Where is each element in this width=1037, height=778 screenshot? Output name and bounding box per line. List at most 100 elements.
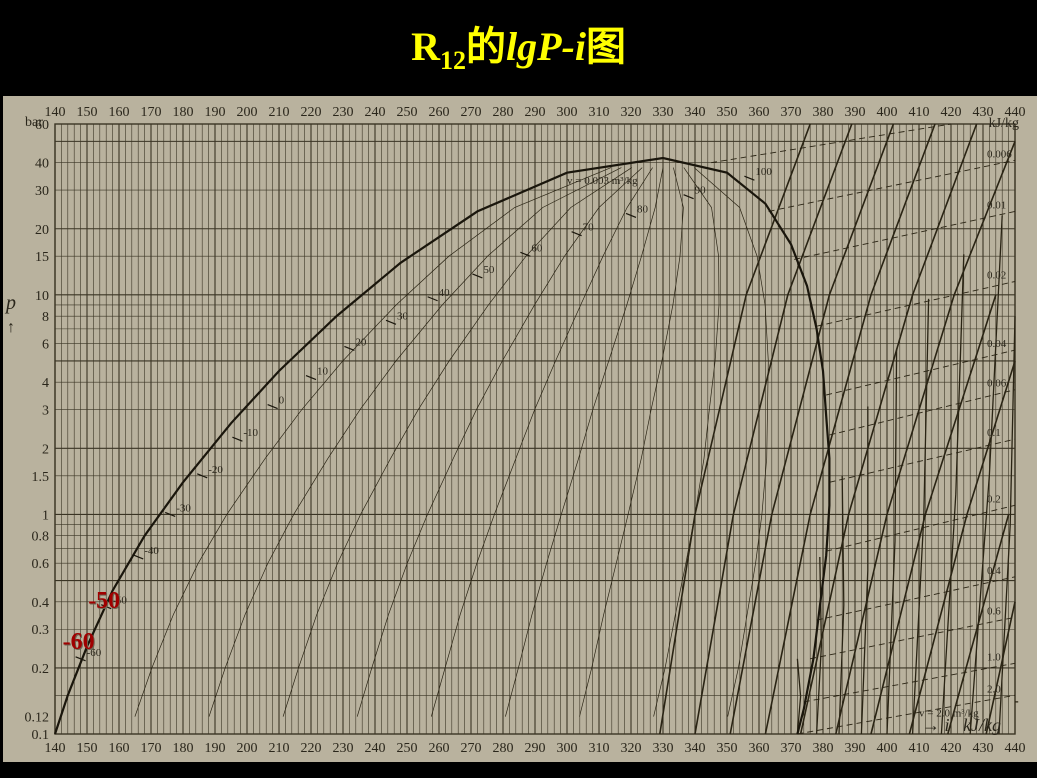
- svg-text:160: 160: [109, 741, 130, 756]
- svg-text:360: 360: [749, 105, 770, 120]
- svg-text:6: 6: [42, 338, 49, 353]
- svg-text:30: 30: [397, 310, 409, 322]
- svg-text:370: 370: [781, 105, 802, 120]
- svg-text:150: 150: [77, 741, 98, 756]
- svg-text:40: 40: [35, 157, 49, 172]
- svg-text:0.2: 0.2: [32, 662, 50, 677]
- svg-text:60: 60: [531, 242, 543, 254]
- svg-text:200: 200: [237, 741, 258, 756]
- svg-text:20: 20: [355, 336, 367, 348]
- svg-text:280: 280: [493, 741, 514, 756]
- svg-text:240: 240: [365, 105, 386, 120]
- svg-text:-10: -10: [243, 427, 258, 439]
- svg-text:150: 150: [77, 105, 98, 120]
- slide-title: R12的lgP-i图: [0, 14, 1037, 76]
- svg-text:340: 340: [685, 105, 706, 120]
- svg-text:350: 350: [717, 105, 738, 120]
- title-pre: R: [411, 24, 440, 69]
- svg-text:0.2: 0.2: [987, 493, 1001, 505]
- svg-text:290: 290: [525, 741, 546, 756]
- svg-text:320: 320: [621, 105, 642, 120]
- svg-text:2.0: 2.0: [987, 683, 1001, 695]
- svg-text:190: 190: [205, 105, 226, 120]
- svg-text:0.02: 0.02: [987, 270, 1006, 282]
- svg-text:160: 160: [109, 105, 130, 120]
- svg-text:0.1: 0.1: [32, 728, 50, 743]
- title-post: 图: [586, 24, 626, 69]
- svg-text:0.04: 0.04: [987, 338, 1007, 350]
- svg-text:-40: -40: [144, 545, 159, 557]
- svg-text:280: 280: [493, 105, 514, 120]
- annotation: -50: [88, 588, 120, 615]
- svg-text:220: 220: [301, 741, 322, 756]
- svg-text:340: 340: [685, 741, 706, 756]
- x-unit-label: kJ/kg: [989, 116, 1019, 132]
- svg-text:20: 20: [35, 223, 49, 238]
- svg-text:400: 400: [877, 741, 898, 756]
- svg-text:50: 50: [483, 264, 495, 276]
- svg-text:270: 270: [461, 105, 482, 120]
- svg-text:15: 15: [35, 250, 49, 265]
- svg-text:0.4: 0.4: [987, 565, 1001, 577]
- svg-text:300: 300: [557, 105, 578, 120]
- svg-text:0.4: 0.4: [32, 596, 50, 611]
- svg-text:300: 300: [557, 741, 578, 756]
- svg-text:360: 360: [749, 741, 770, 756]
- svg-text:0.1: 0.1: [987, 427, 1001, 439]
- slide: { "title": { "pre": "R", "sub": "12", "m…: [0, 0, 1037, 778]
- svg-text:320: 320: [621, 741, 642, 756]
- svg-text:1.0: 1.0: [987, 651, 1001, 663]
- svg-text:90: 90: [695, 185, 707, 197]
- svg-text:0.12: 0.12: [25, 711, 50, 726]
- svg-text:170: 170: [141, 105, 162, 120]
- chart-svg: 1401401501501601601701701801801901902002…: [3, 96, 1037, 762]
- svg-text:260: 260: [429, 105, 450, 120]
- svg-text:430: 430: [973, 741, 994, 756]
- svg-text:410: 410: [909, 741, 930, 756]
- svg-text:10: 10: [35, 289, 49, 304]
- svg-text:230: 230: [333, 741, 354, 756]
- svg-text:310: 310: [589, 105, 610, 120]
- svg-text:240: 240: [365, 741, 386, 756]
- svg-text:1: 1: [42, 508, 49, 523]
- svg-text:0: 0: [279, 395, 285, 407]
- svg-text:4: 4: [42, 376, 49, 391]
- svg-text:370: 370: [781, 741, 802, 756]
- svg-text:0.8: 0.8: [32, 530, 50, 545]
- svg-text:420: 420: [941, 105, 962, 120]
- svg-text:0.01: 0.01: [987, 199, 1006, 211]
- chart-container: p ↑ www.niubb.net 1401401501501601601701…: [3, 96, 1037, 762]
- svg-text:2: 2: [42, 442, 49, 457]
- svg-text:8: 8: [42, 310, 49, 325]
- svg-text:380: 380: [813, 741, 834, 756]
- svg-text:-20: -20: [208, 464, 223, 476]
- svg-text:410: 410: [909, 105, 930, 120]
- svg-text:200: 200: [237, 105, 258, 120]
- svg-text:140: 140: [45, 741, 66, 756]
- x-axis-label: → i kJ/kg: [922, 715, 1001, 736]
- svg-text:0.6: 0.6: [32, 557, 50, 572]
- svg-text:bar: bar: [25, 115, 43, 130]
- svg-text:40: 40: [439, 287, 451, 299]
- svg-text:0.3: 0.3: [32, 623, 50, 638]
- svg-text:0.6: 0.6: [987, 605, 1001, 617]
- svg-text:0.06: 0.06: [987, 378, 1007, 390]
- svg-text:400: 400: [877, 105, 898, 120]
- svg-text:210: 210: [269, 741, 290, 756]
- svg-text:260: 260: [429, 741, 450, 756]
- svg-text:180: 180: [173, 105, 194, 120]
- svg-text:420: 420: [941, 741, 962, 756]
- svg-text:380: 380: [813, 105, 834, 120]
- svg-text:0.006: 0.006: [987, 148, 1012, 160]
- title-mid: 的: [466, 24, 506, 69]
- svg-text:100: 100: [755, 166, 772, 178]
- title-sub: 12: [440, 46, 466, 75]
- svg-text:270: 270: [461, 741, 482, 756]
- svg-text:310: 310: [589, 741, 610, 756]
- svg-text:250: 250: [397, 105, 418, 120]
- svg-text:220: 220: [301, 105, 322, 120]
- svg-text:70: 70: [583, 222, 595, 234]
- svg-text:170: 170: [141, 741, 162, 756]
- svg-text:390: 390: [845, 741, 866, 756]
- svg-text:350: 350: [717, 741, 738, 756]
